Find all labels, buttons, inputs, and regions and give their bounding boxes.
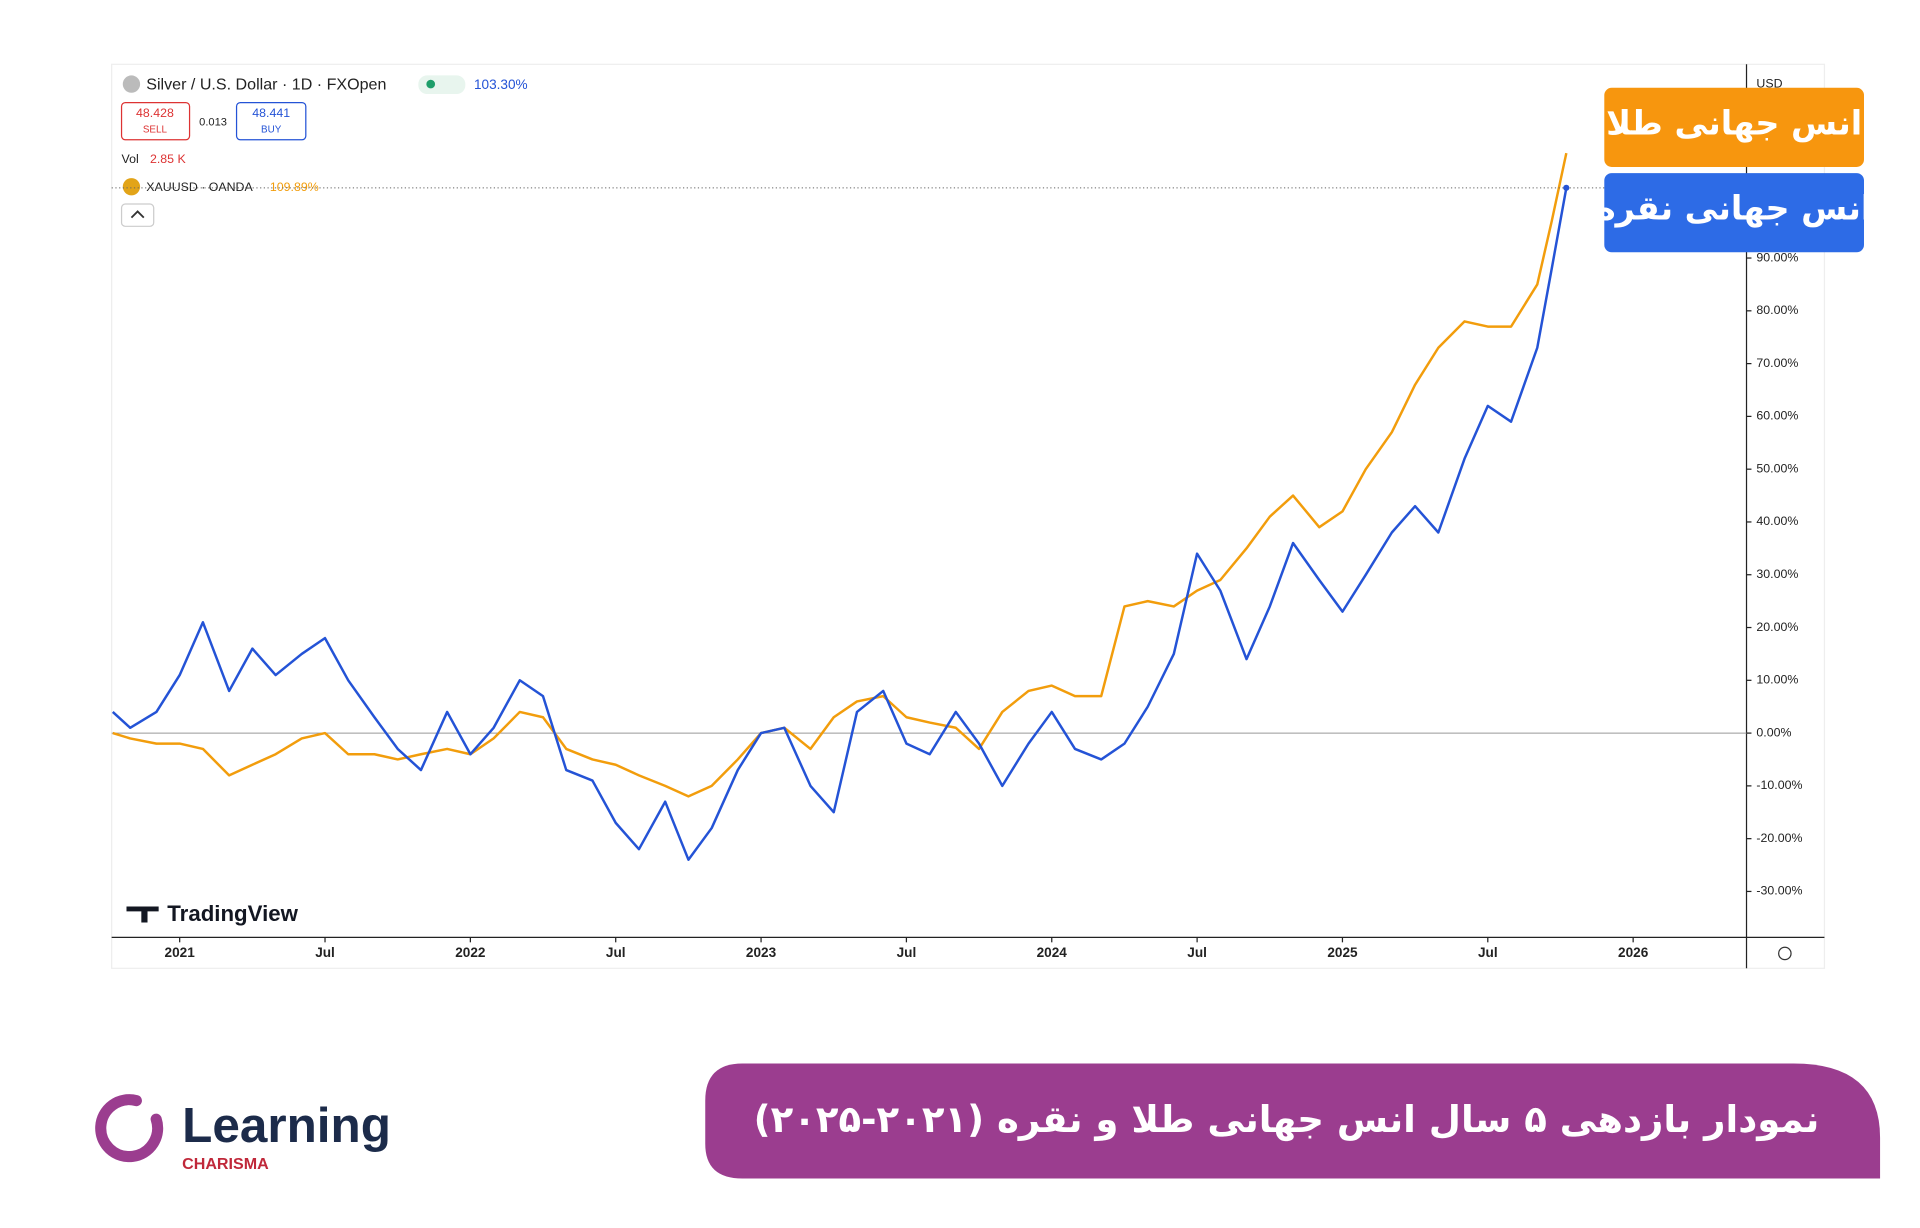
x-tick-label: Jul (606, 945, 626, 960)
compare-icon (122, 178, 141, 196)
tv-brand: TradingView (167, 901, 298, 926)
plot: -30.00% -20.00% -10.00% 0.00% 10.00% 20.00% 30… (111, 152, 1802, 960)
sell-label: SELL (143, 124, 168, 135)
x-tick-label: 2024 (1037, 945, 1068, 960)
status-pill (418, 75, 466, 94)
y-tick-label: -10.00% (1756, 778, 1802, 792)
x-tick-label: Jul (315, 945, 335, 960)
buy-price: 48.441 (252, 106, 290, 120)
silver-legend-box (1604, 173, 1864, 253)
series-line (111, 187, 1568, 861)
y-tick-label: 90.00% (1756, 250, 1798, 264)
chart-title: نمودار بازدهی ۵ سال انس جهانی طلا و نقره… (754, 1098, 1820, 1141)
logo-mark (95, 1094, 164, 1163)
sell-button[interactable] (120, 102, 191, 141)
y-tick-label: -20.00% (1756, 831, 1802, 845)
collapse-button[interactable] (120, 203, 155, 227)
y-tick-label: 80.00% (1756, 303, 1798, 317)
symbol-icon (122, 75, 141, 93)
silver-legend: انس جهانی نقره (1596, 189, 1872, 229)
last-value-dot (1563, 184, 1570, 191)
y-tick-label: 70.00% (1756, 356, 1798, 370)
sell-price: 48.428 (136, 106, 174, 120)
status-dot (426, 79, 436, 89)
y-tick-label: 20.00% (1756, 620, 1798, 634)
buy-label: BUY (261, 124, 282, 135)
collapse-icon (130, 210, 145, 219)
x-tick-label: Jul (897, 945, 917, 960)
y-tick-label: 0.00% (1756, 725, 1791, 739)
y-tick-label: 10.00% (1756, 673, 1798, 687)
title-banner (705, 1063, 1881, 1179)
y-tick-label: 50.00% (1756, 461, 1798, 475)
compare-change: 109.89% (270, 180, 319, 194)
spread: 0.013 (199, 116, 227, 128)
gold-legend-box (1604, 87, 1864, 167)
x-tick-label: 2025 (1327, 945, 1358, 960)
y-tick-label: -30.00% (1756, 884, 1802, 898)
vol-label: Vol (122, 152, 139, 166)
currency: USD (1756, 76, 1782, 90)
x-tick-label: 2021 (165, 945, 196, 960)
tv-logo (126, 906, 159, 923)
y-tick-label: 60.00% (1756, 409, 1798, 423)
gold-legend: انس جهانی طلا (1606, 103, 1862, 143)
x-tick-label: Jul (1478, 945, 1498, 960)
compare-symbol: XAUUSD · OANDA (146, 180, 253, 194)
logo-name: Learning (182, 1098, 391, 1153)
x-tick-label: 2023 (746, 945, 777, 960)
buy-button[interactable] (235, 102, 307, 141)
x-tick-label: Jul (1187, 945, 1207, 960)
vol-value: 2.85 K (150, 152, 186, 166)
chart-frame (111, 63, 1826, 969)
x-tick-label: 2022 (455, 945, 486, 960)
symbol-change: 103.30% (474, 77, 528, 92)
symbol: Silver / U.S. Dollar · 1D · FXOpen (146, 76, 386, 94)
settings-icon[interactable] (1778, 946, 1792, 961)
y-tick-label: 40.00% (1756, 514, 1798, 528)
y-tick-label: 30.00% (1756, 567, 1798, 581)
logo-sub: CHARISMA (182, 1155, 269, 1173)
x-tick-label: 2026 (1618, 945, 1649, 960)
series-line (112, 152, 1568, 798)
